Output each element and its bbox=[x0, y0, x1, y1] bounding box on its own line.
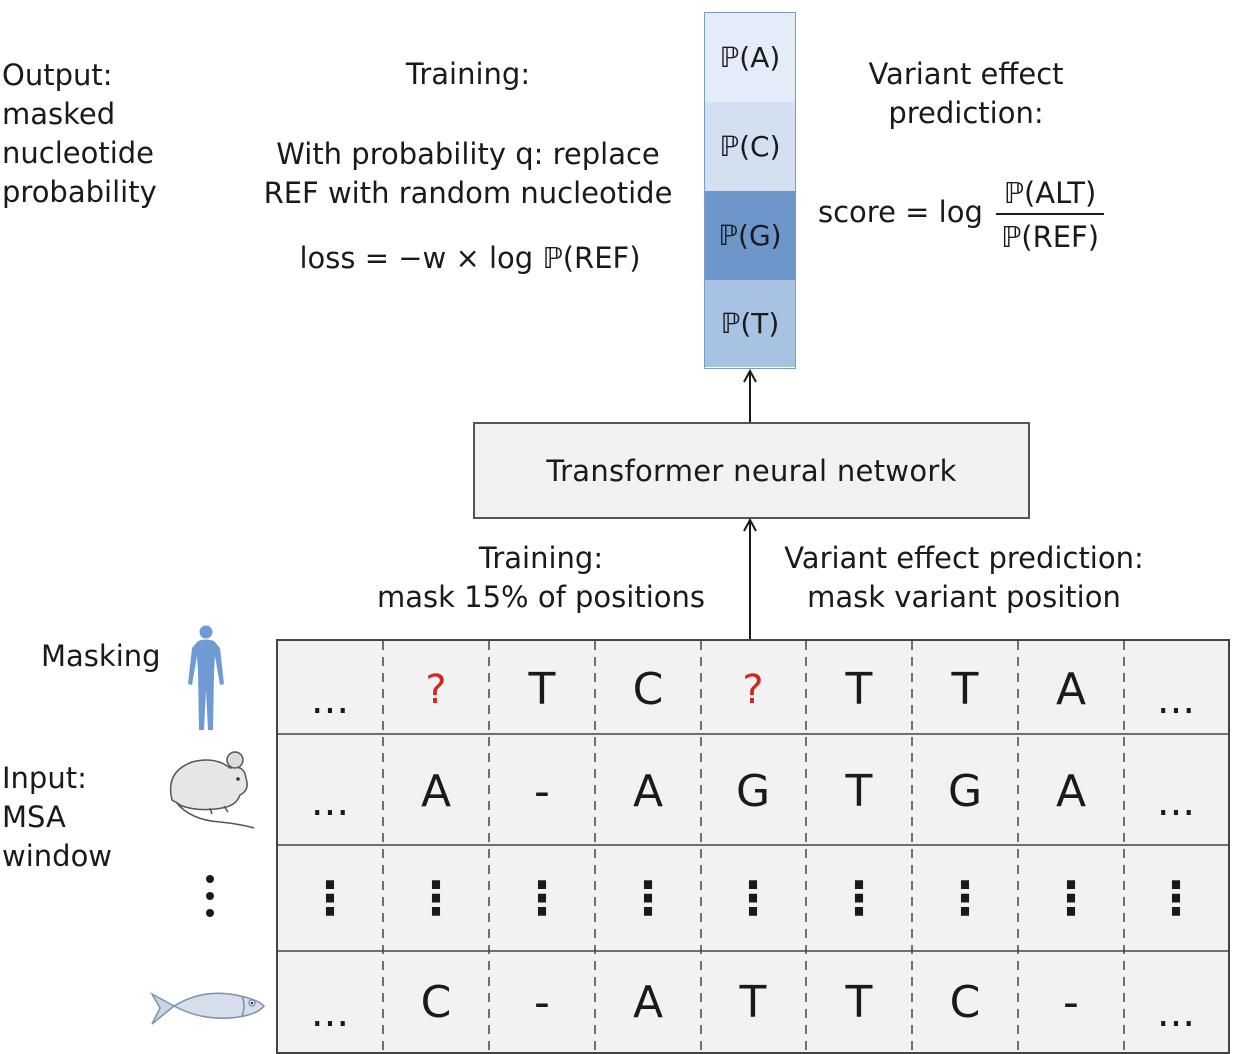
score-denominator: ℙ(REF) bbox=[1000, 220, 1100, 254]
vep-title: Variant effect prediction: bbox=[830, 55, 1102, 133]
msa-cell: - bbox=[534, 766, 550, 817]
msa-cell: T bbox=[845, 977, 873, 1028]
prob-cell-t: ℙ(T) bbox=[705, 280, 795, 367]
training-description: With probability q: replace REF with ran… bbox=[240, 135, 696, 213]
msa-cell: ⋮ bbox=[730, 871, 776, 925]
msa-cell: ⋮ bbox=[413, 871, 459, 925]
msa-cell: A bbox=[420, 766, 452, 817]
input-label-line: window bbox=[2, 839, 113, 873]
prob-label: ℙ(T) bbox=[720, 307, 780, 340]
prob-label: ℙ(C) bbox=[719, 130, 781, 163]
input-label-line: MSA bbox=[2, 800, 66, 834]
msa-cell: ... bbox=[1156, 677, 1196, 723]
vep-mask-line: Variant effect prediction: bbox=[784, 541, 1144, 575]
vep-mask-line: mask variant position bbox=[807, 580, 1121, 614]
output-label-line: masked bbox=[2, 97, 116, 131]
msa-cell: ⋮ bbox=[1153, 871, 1199, 925]
mouse-icon bbox=[169, 751, 255, 829]
transformer-box: Transformer neural network bbox=[473, 422, 1030, 519]
msa-cell: C bbox=[949, 977, 981, 1028]
loss-formula: loss = −w × log ℙ(REF) bbox=[299, 241, 641, 275]
grid-border bbox=[276, 639, 1230, 1054]
masked-cell: ? bbox=[425, 667, 447, 713]
msa-cell: T bbox=[845, 766, 873, 817]
msa-cell: G bbox=[735, 766, 771, 817]
msa-cell: T bbox=[951, 664, 979, 715]
msa-cell: ... bbox=[310, 677, 350, 723]
score-prefix: score = log bbox=[818, 195, 983, 229]
training-mask-label: Training: mask 15% of positions bbox=[360, 539, 722, 617]
input-label-line: Input: bbox=[2, 761, 87, 795]
vep-title-line: Variant effect bbox=[868, 57, 1064, 91]
msa-cell: ⋮ bbox=[519, 871, 565, 925]
score-numerator: ℙ(ALT) bbox=[1003, 176, 1097, 210]
masking-label: Masking bbox=[41, 639, 161, 673]
masked-cell: ? bbox=[742, 667, 764, 713]
vep-title-line: prediction: bbox=[888, 96, 1044, 130]
msa-cell: A bbox=[1055, 664, 1087, 715]
msa-cell: ⋮ bbox=[836, 871, 882, 925]
training-mask-line: Training: bbox=[478, 541, 604, 575]
vep-mask-label: Variant effect prediction: mask variant … bbox=[764, 539, 1164, 617]
prob-cell-a: ℙ(A) bbox=[705, 13, 795, 102]
msa-cell: ... bbox=[1156, 779, 1196, 825]
output-label-line: nucleotide bbox=[2, 136, 155, 170]
fraction-bar bbox=[996, 213, 1104, 215]
training-desc-line: REF with random nucleotide bbox=[263, 176, 673, 210]
msa-cell: ... bbox=[310, 990, 350, 1036]
output-label: Output: masked nucleotide probability bbox=[2, 56, 157, 212]
msa-cell: ⋮ bbox=[307, 871, 353, 925]
msa-grid: ...? T C? T T A...... A - A G T G A... ⋮ ⋮ ⋮ ⋮ ⋮ ⋮ ⋮ ⋮ ⋮... C -… bbox=[277, 640, 1229, 1053]
msa-cell: ... bbox=[1156, 990, 1196, 1036]
msa-cell: A bbox=[632, 977, 664, 1028]
arrowhead bbox=[743, 517, 757, 532]
output-label-line: probability bbox=[2, 175, 157, 209]
msa-cell: T bbox=[739, 977, 767, 1028]
training-mask-line: mask 15% of positions bbox=[377, 580, 705, 614]
msa-cell: - bbox=[1063, 977, 1079, 1028]
training-title: Training: bbox=[405, 57, 531, 91]
msa-cell: ⋮ bbox=[625, 871, 671, 925]
msa-cell: A bbox=[632, 766, 664, 817]
msa-cell: G bbox=[947, 766, 983, 817]
vertical-ellipsis bbox=[206, 875, 214, 917]
prob-cell-c: ℙ(C) bbox=[705, 102, 795, 191]
msa-cell: C bbox=[632, 664, 664, 715]
msa-cell: ⋮ bbox=[942, 871, 988, 925]
msa-cell: A bbox=[1055, 766, 1087, 817]
msa-cell: T bbox=[845, 664, 873, 715]
transformer-label: Transformer neural network bbox=[546, 453, 957, 488]
column-dividers bbox=[382, 641, 1125, 1052]
output-label-line: Output: bbox=[2, 58, 113, 92]
fish-icon bbox=[150, 992, 266, 1025]
msa-cell: ... bbox=[310, 779, 350, 825]
arrowhead bbox=[743, 368, 757, 383]
human-icon bbox=[188, 625, 224, 730]
msa-cell: T bbox=[528, 664, 556, 715]
prob-label: ℙ(A) bbox=[719, 41, 781, 74]
probability-column: ℙ(A) ℙ(C) ℙ(G) ℙ(T) bbox=[704, 12, 796, 369]
prob-label: ℙ(G) bbox=[718, 219, 782, 252]
input-label: Input: MSA window bbox=[2, 759, 112, 876]
training-desc-line: With probability q: replace bbox=[276, 137, 660, 171]
msa-cell: ⋮ bbox=[1048, 871, 1094, 925]
prob-cell-g: ℙ(G) bbox=[705, 191, 795, 280]
msa-cell: C bbox=[420, 977, 452, 1028]
msa-cell: - bbox=[534, 977, 550, 1028]
